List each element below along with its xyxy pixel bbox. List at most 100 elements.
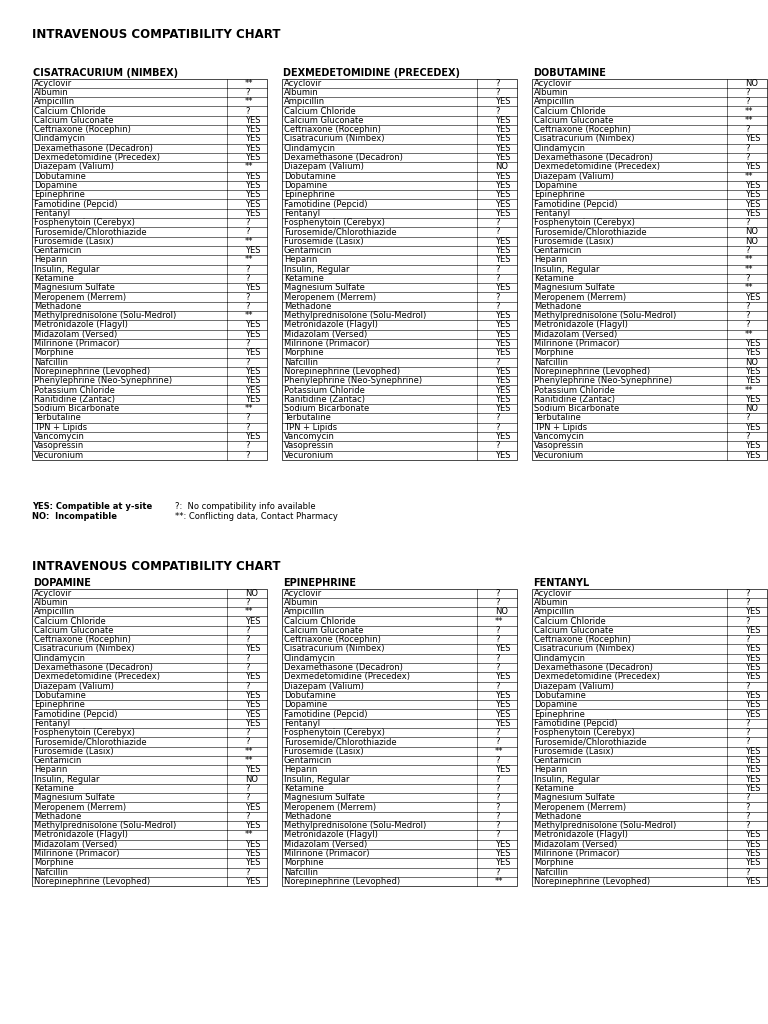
Text: Ampicillin: Ampicillin — [284, 607, 325, 616]
Text: **: ** — [245, 746, 253, 756]
Text: Albumin: Albumin — [284, 88, 319, 97]
Text: Midazolam (Versed): Midazolam (Versed) — [34, 330, 118, 339]
Text: YES: YES — [745, 877, 760, 886]
Text: Albumin: Albumin — [34, 598, 69, 607]
Text: ?: ? — [495, 357, 499, 367]
Bar — [32, 79, 267, 460]
Text: Calcium Gluconate: Calcium Gluconate — [534, 626, 614, 635]
Text: Magnesium Sulfate: Magnesium Sulfate — [34, 794, 115, 802]
Text: Cisatracurium (Nimbex): Cisatracurium (Nimbex) — [284, 134, 385, 143]
Bar — [282, 589, 517, 886]
Text: Methadone: Methadone — [534, 302, 581, 311]
Text: YES: YES — [245, 246, 260, 255]
Text: Methadone: Methadone — [34, 302, 81, 311]
Text: **: ** — [745, 172, 753, 180]
Text: Furosemide (Lasix): Furosemide (Lasix) — [534, 237, 614, 246]
Text: Furosemide/Chlorothiazide: Furosemide/Chlorothiazide — [284, 737, 396, 746]
Text: YES: YES — [495, 348, 511, 357]
Text: Ceftriaxone (Rocephin): Ceftriaxone (Rocephin) — [34, 125, 131, 134]
Text: Ranitidine (Zantac): Ranitidine (Zantac) — [534, 395, 615, 403]
Text: Phenylephrine (Neo-Synephrine): Phenylephrine (Neo-Synephrine) — [284, 376, 422, 385]
Text: Gentamicin: Gentamicin — [534, 756, 582, 765]
Text: ?: ? — [245, 339, 250, 348]
Text: YES: YES — [495, 255, 511, 264]
Text: Clindamycin: Clindamycin — [534, 143, 586, 153]
Text: YES: YES — [245, 134, 260, 143]
Text: YES: YES — [745, 830, 760, 840]
Text: Potassium Chloride: Potassium Chloride — [534, 386, 615, 394]
Text: YES: YES — [495, 134, 511, 143]
Text: Cisatracurium (Nimbex): Cisatracurium (Nimbex) — [34, 644, 134, 653]
Text: YES: YES — [745, 200, 760, 209]
Text: ?: ? — [495, 728, 499, 737]
Text: Potassium Chloride: Potassium Chloride — [284, 386, 365, 394]
Text: Acyclovir: Acyclovir — [284, 589, 323, 598]
Text: **: ** — [245, 237, 253, 246]
Text: Acyclovir: Acyclovir — [34, 79, 72, 88]
Text: YES: YES — [245, 877, 260, 886]
Text: Clindamycin: Clindamycin — [284, 653, 336, 663]
Text: Diazepam (Valium): Diazepam (Valium) — [34, 682, 114, 690]
Text: YES: YES — [745, 293, 760, 301]
Text: **: ** — [745, 255, 753, 264]
Text: ?: ? — [495, 664, 499, 672]
Text: Terbutaline: Terbutaline — [284, 414, 331, 423]
Text: ?: ? — [245, 598, 250, 607]
Text: Dexamethasone (Decadron): Dexamethasone (Decadron) — [34, 143, 153, 153]
Text: YES: YES — [745, 664, 760, 672]
Text: Ceftriaxone (Rocephin): Ceftriaxone (Rocephin) — [534, 635, 631, 644]
Text: **: ** — [495, 877, 504, 886]
Text: YES: YES — [495, 311, 511, 321]
Text: YES: YES — [745, 700, 760, 710]
Text: YES: YES — [745, 784, 760, 793]
Text: Epinephrine: Epinephrine — [284, 190, 335, 200]
Text: ?: ? — [495, 227, 499, 237]
Text: Famotidine (Pepcid): Famotidine (Pepcid) — [284, 710, 368, 719]
Text: YES: YES — [745, 367, 760, 376]
Text: Ceftriaxone (Rocephin): Ceftriaxone (Rocephin) — [284, 635, 381, 644]
Text: YES: YES — [245, 116, 260, 125]
Text: Insulin, Regular: Insulin, Regular — [534, 264, 600, 273]
Text: YES: YES — [245, 190, 260, 200]
Text: Acyclovir: Acyclovir — [284, 79, 323, 88]
Text: Dopamine: Dopamine — [284, 181, 327, 189]
Text: ?: ? — [245, 302, 250, 311]
Text: ?: ? — [245, 653, 250, 663]
Text: Meropenem (Merrem): Meropenem (Merrem) — [34, 293, 126, 301]
Text: YES: YES — [495, 673, 511, 681]
Text: **: ** — [745, 284, 753, 292]
Text: Dexamethasone (Decadron): Dexamethasone (Decadron) — [534, 153, 653, 162]
Text: ?: ? — [495, 653, 499, 663]
Text: YES: YES — [745, 441, 760, 451]
Text: ?:  No compatibility info available: ?: No compatibility info available — [175, 502, 316, 511]
Text: Albumin: Albumin — [534, 598, 569, 607]
Text: ?: ? — [495, 794, 499, 802]
Text: YES: YES — [495, 181, 511, 189]
Text: Fentanyl: Fentanyl — [284, 209, 320, 218]
Text: **: ** — [245, 79, 253, 88]
Text: YES: YES — [495, 321, 511, 330]
Text: DOPAMINE: DOPAMINE — [33, 578, 91, 588]
Text: ?: ? — [745, 88, 750, 97]
Text: Methylprednisolone (Solu-Medrol): Methylprednisolone (Solu-Medrol) — [34, 821, 176, 830]
Text: Magnesium Sulfate: Magnesium Sulfate — [34, 284, 115, 292]
Text: Morphine: Morphine — [34, 858, 74, 867]
Text: ?: ? — [245, 737, 250, 746]
Text: NO: NO — [745, 227, 758, 237]
Text: ?: ? — [245, 635, 250, 644]
Text: Vasopressin: Vasopressin — [534, 441, 584, 451]
Text: YES: YES — [495, 376, 511, 385]
Text: ?: ? — [245, 626, 250, 635]
Text: Methylprednisolone (Solu-Medrol): Methylprednisolone (Solu-Medrol) — [284, 821, 426, 830]
Text: Phenylephrine (Neo-Synephrine): Phenylephrine (Neo-Synephrine) — [534, 376, 672, 385]
Text: ?: ? — [495, 264, 499, 273]
Text: Diazepam (Valium): Diazepam (Valium) — [534, 682, 614, 690]
Text: YES: YES — [495, 143, 511, 153]
Text: ?: ? — [245, 794, 250, 802]
Text: Heparin: Heparin — [34, 765, 68, 774]
Text: ?: ? — [745, 616, 750, 626]
Text: Diazepam (Valium): Diazepam (Valium) — [534, 172, 614, 180]
Text: Famotidine (Pepcid): Famotidine (Pepcid) — [34, 710, 118, 719]
Text: ?: ? — [245, 867, 250, 877]
Text: Morphine: Morphine — [534, 348, 574, 357]
